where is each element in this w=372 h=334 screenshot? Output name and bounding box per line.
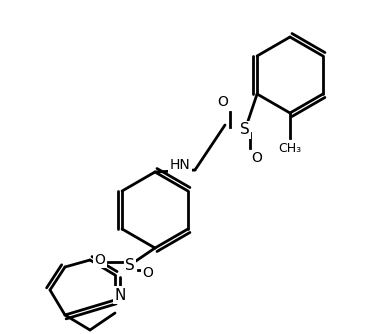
Text: S: S <box>125 258 135 273</box>
Text: HN: HN <box>170 158 190 172</box>
Text: S: S <box>240 123 250 138</box>
Text: O: O <box>218 95 228 109</box>
Text: O: O <box>142 266 153 280</box>
Text: N: N <box>114 288 126 303</box>
Text: CH₃: CH₃ <box>278 142 302 155</box>
Text: O: O <box>251 151 262 165</box>
Text: O: O <box>94 253 105 267</box>
